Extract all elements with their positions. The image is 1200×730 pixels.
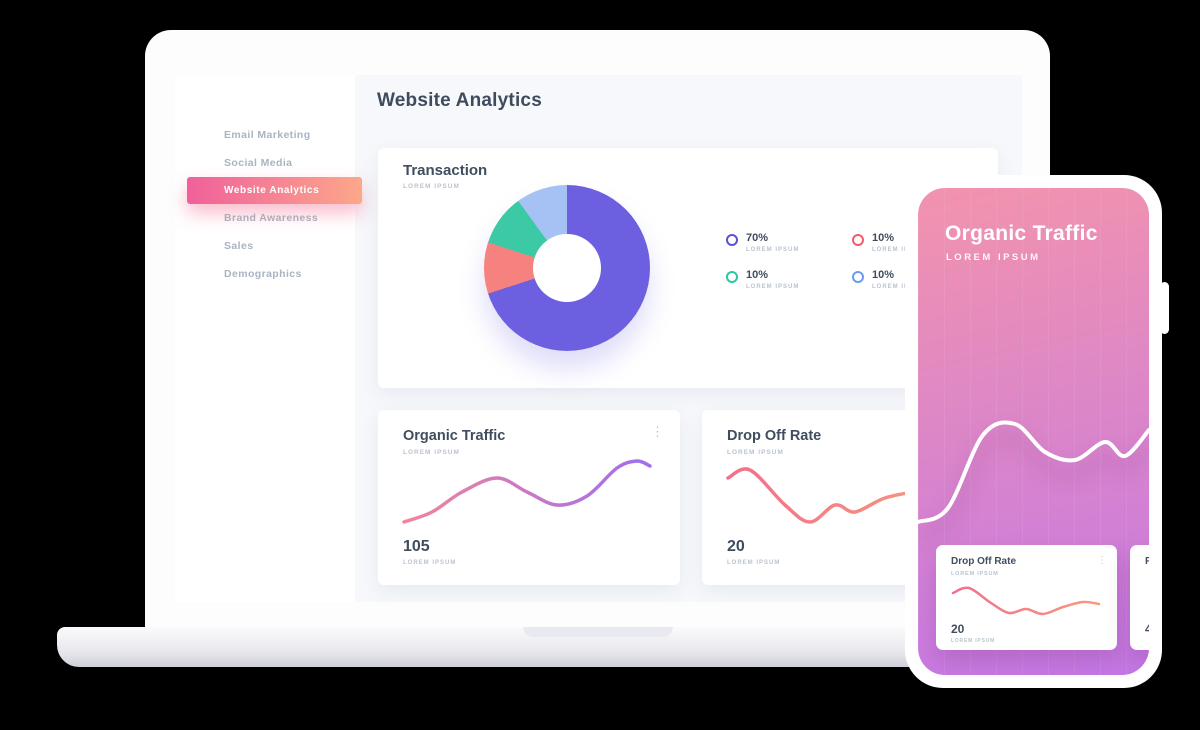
phone-partial-card-value: 4: [1145, 622, 1149, 636]
organic-traffic-title: Organic Traffic: [403, 428, 506, 444]
legend-ring-blue-icon: [852, 271, 864, 283]
phone-drop-off-value-label: LOREM IPSUM: [951, 638, 996, 644]
legend-value: 10%: [872, 269, 895, 281]
transaction-title: Transaction: [403, 162, 488, 179]
legend-label: LOREM IPSUM: [872, 247, 926, 253]
legend-label: LOREM IPSUM: [746, 284, 800, 290]
kebab-menu-icon[interactable]: ⋮: [1097, 555, 1107, 566]
phone-drop-off-card: Drop Off Rate LOREM IPSUM ⋮ 20 LOREM IPS…: [936, 545, 1117, 650]
phone-drop-off-title: Drop Off Rate: [951, 556, 1016, 567]
organic-traffic-value-label: LOREM IPSUM: [403, 560, 457, 566]
laptop-screen: Email Marketing Social Media Website Ana…: [175, 75, 1022, 602]
drop-off-rate-value: 20: [727, 538, 745, 555]
sidebar-item-email-marketing[interactable]: Email Marketing: [224, 129, 311, 141]
kebab-menu-icon[interactable]: ⋮: [651, 424, 664, 439]
phone-mockup: Organic Traffic LOREM IPSUM Drop Off Rat…: [905, 175, 1169, 688]
legend-label: LOREM IPSUM: [746, 247, 800, 253]
legend-value: 70%: [746, 232, 769, 244]
legend-value: 10%: [746, 269, 769, 281]
phone-drop-off-value: 20: [951, 622, 965, 636]
organic-traffic-value: 105: [403, 538, 430, 555]
transaction-subtitle: LOREM IPSUM: [403, 183, 460, 190]
phone-drop-off-chart: [951, 586, 1101, 616]
legend-ring-red-icon: [852, 234, 864, 246]
legend-item-10-blue: 10% LOREM IPSUM: [852, 269, 978, 290]
legend-value: 10%: [872, 232, 895, 244]
transaction-donut-chart: [484, 185, 650, 351]
legend-item-10-red: 10% LOREM IPSUM: [852, 232, 978, 253]
sidebar-item-brand-awareness[interactable]: Brand Awareness: [224, 212, 319, 224]
phone-organic-traffic-chart: [918, 420, 1149, 524]
transaction-legend: 70% LOREM IPSUM 10% LOREM IPSUM: [726, 232, 978, 290]
sidebar-item-website-analytics[interactable]: Website Analytics: [187, 177, 362, 204]
legend-ring-purple-icon: [726, 234, 738, 246]
legend-ring-teal-icon: [726, 271, 738, 283]
sidebar-item-sales[interactable]: Sales: [224, 240, 254, 252]
drop-off-rate-subtitle: LOREM IPSUM: [727, 449, 784, 456]
organic-traffic-chart: [402, 459, 652, 524]
organic-traffic-subtitle: LOREM IPSUM: [403, 449, 460, 456]
legend-label: LOREM IPSUM: [872, 284, 926, 290]
legend-item-70: 70% LOREM IPSUM: [726, 232, 852, 253]
page-title: Website Analytics: [377, 90, 542, 111]
phone-page-title: Organic Traffic: [945, 222, 1098, 245]
organic-traffic-card: Organic Traffic LOREM IPSUM ⋮ 105 LOREM …: [378, 410, 680, 585]
phone-side-button: [1160, 282, 1169, 334]
sidebar-item-social-media[interactable]: Social Media: [224, 157, 293, 169]
drop-off-rate-value-label: LOREM IPSUM: [727, 560, 781, 566]
sidebar: Email Marketing Social Media Website Ana…: [175, 75, 362, 602]
phone-partial-card: R 4: [1130, 545, 1149, 650]
transaction-card: Transaction LOREM IPSUM 70% LOREM IPSUM: [378, 148, 998, 388]
legend-item-10-teal: 10% LOREM IPSUM: [726, 269, 852, 290]
drop-off-rate-title: Drop Off Rate: [727, 428, 822, 444]
sidebar-item-demographics[interactable]: Demographics: [224, 268, 302, 280]
phone-screen: Organic Traffic LOREM IPSUM Drop Off Rat…: [918, 188, 1149, 675]
phone-page-subtitle: LOREM IPSUM: [946, 252, 1041, 263]
phone-drop-off-subtitle: LOREM IPSUM: [951, 571, 999, 577]
phone-partial-card-title: R: [1145, 556, 1149, 567]
